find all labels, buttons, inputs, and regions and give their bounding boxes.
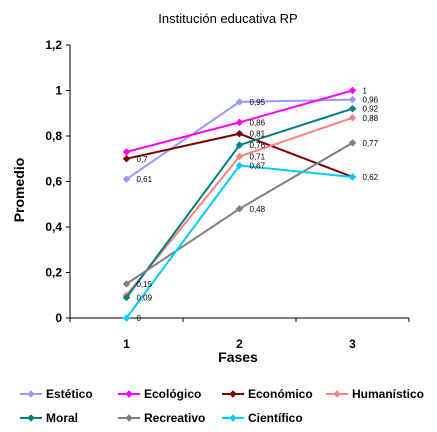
x-tick-label: 3	[349, 337, 356, 351]
legend-marker-moral	[27, 414, 35, 422]
data-point-recreativo	[122, 280, 131, 288]
data-point-ecologico	[122, 148, 131, 156]
series-line-cientifico	[125, 164, 353, 319]
data-point-ecologico	[348, 86, 357, 95]
legend-label-ecologico: Ecológico	[144, 387, 201, 401]
data-point-cientifico	[122, 314, 131, 322]
data-label-humanistico: 0,88	[363, 114, 379, 123]
legend-label-cientifico: Científico	[248, 411, 303, 425]
legend-marker-humanistico	[333, 390, 341, 398]
x-axis-label: Fases	[218, 349, 258, 365]
data-label-cientifico: 0,67	[250, 162, 266, 171]
legend-label-humanistico: Humanístico	[352, 387, 424, 401]
data-point-economico	[235, 129, 244, 138]
y-tick-label: 0,6	[45, 175, 62, 189]
data-label-ecologico: 1	[363, 87, 368, 96]
legend-label-economico: Económico	[248, 387, 313, 401]
data-label-moral: 0,92	[363, 105, 379, 114]
data-label-moral: 0,09	[137, 294, 153, 303]
legend-marker-recreativo	[125, 414, 133, 422]
x-axis-ticks: 1 2 3	[69, 318, 410, 351]
data-label-economico: 0,7	[137, 155, 149, 164]
data-point-recreativo	[235, 204, 244, 213]
y-tick-label: 1	[55, 84, 62, 98]
series-layer	[122, 86, 357, 322]
data-point-cientifico	[348, 173, 357, 181]
data-label-estetico: 0,61	[137, 175, 153, 184]
y-tick-label: 0,4	[45, 220, 62, 234]
data-labels: 0,61 0,95 0,96 0,86 1 0,7 0,81 0,71 0,88 0,09 0,76…	[137, 87, 379, 324]
data-point-humanistico	[235, 152, 244, 161]
data-label-cientifico: 0,62	[363, 173, 379, 182]
y-tick-label: 0,2	[45, 266, 62, 280]
legend-marker-economico	[229, 390, 237, 398]
data-label-recreativo: 0,15	[137, 280, 153, 289]
data-point-humanistico	[348, 113, 357, 122]
data-point-estetico	[235, 98, 244, 106]
data-label-estetico: 0,95	[250, 98, 266, 107]
data-label-recreativo: 0,48	[250, 205, 266, 214]
data-point-estetico	[348, 95, 357, 104]
x-tick-label: 1	[123, 337, 130, 351]
y-tick-label: 1,2	[45, 38, 62, 52]
data-point-moral	[348, 104, 357, 113]
legend: Estético Ecológico Económico Humanístico Mor…	[20, 387, 424, 425]
data-point-economico	[122, 154, 131, 163]
y-tick-label: 0,8	[45, 129, 62, 143]
legend-marker-estetico	[27, 390, 35, 398]
legend-label-moral: Moral	[46, 411, 78, 425]
data-point-recreativo	[348, 138, 357, 147]
data-label-moral: 0,76	[250, 141, 266, 150]
x-tick-label: 2	[236, 337, 243, 351]
data-label-economico: 0,81	[250, 130, 266, 139]
data-point-estetico	[122, 175, 131, 184]
data-label-estetico: 0,96	[363, 96, 379, 105]
chart-title: Institución educativa RP	[158, 11, 297, 26]
legend-marker-ecologico	[125, 390, 133, 398]
data-point-moral	[235, 141, 244, 149]
y-axis-ticks: 0 0,2 0,4 0,6 0,8 1 1,2	[45, 38, 70, 325]
legend-label-recreativo: Recreativo	[144, 411, 205, 425]
data-label-recreativo: 0,77	[363, 139, 379, 148]
legend-marker-cientifico	[229, 414, 237, 422]
y-tick-label: 0	[55, 311, 62, 325]
y-axis-label: Promedio	[11, 158, 27, 223]
data-label-humanistico: 0,71	[250, 152, 266, 161]
legend-label-estetico: Estético	[46, 387, 93, 401]
data-point-ecologico	[235, 118, 244, 127]
data-label-ecologico: 0,86	[250, 118, 266, 127]
data-point-moral	[122, 293, 131, 302]
data-point-cientifico	[235, 161, 244, 170]
data-label-cientifico: 0	[137, 314, 142, 323]
